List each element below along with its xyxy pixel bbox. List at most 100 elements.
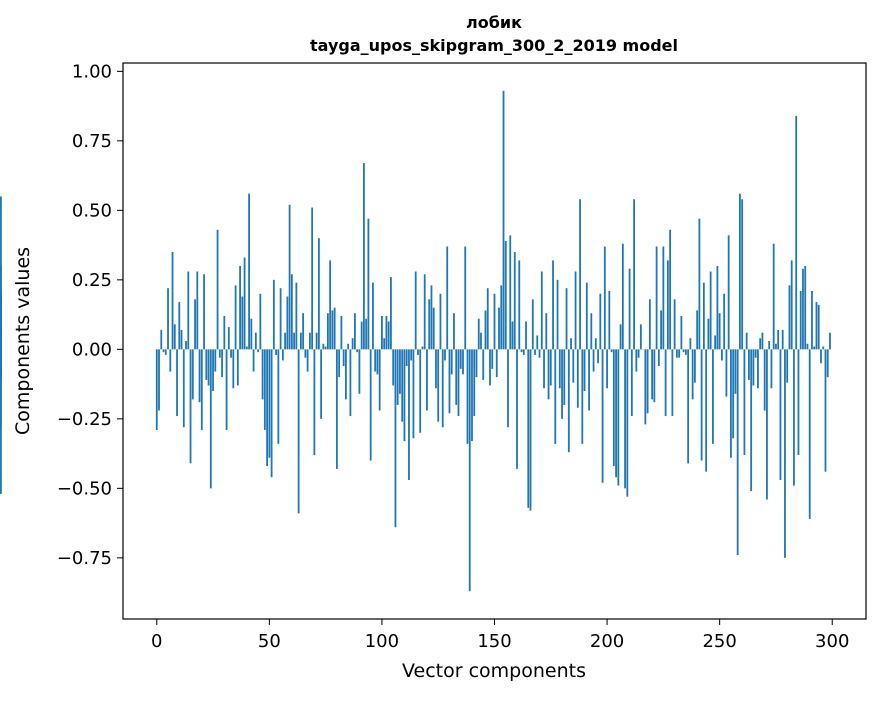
bar [744, 349, 746, 455]
bar [316, 333, 318, 350]
bar [579, 199, 581, 349]
bar [757, 349, 759, 388]
bar [361, 322, 363, 350]
bar [460, 349, 462, 368]
bar [647, 349, 649, 413]
bar [377, 349, 379, 374]
bar [0, 349, 2, 494]
bar [536, 335, 538, 349]
bar [293, 333, 295, 350]
bar [762, 333, 764, 350]
bar [338, 349, 340, 377]
bar [552, 260, 554, 349]
bar [575, 272, 577, 350]
bar [617, 349, 619, 485]
bar [368, 219, 370, 350]
bar [786, 349, 788, 382]
y-axis-label: Components values [12, 247, 34, 435]
bar [264, 349, 266, 430]
bar [449, 349, 451, 413]
bar [172, 252, 174, 349]
bar [818, 305, 820, 349]
bar [759, 338, 761, 349]
bar [167, 288, 169, 349]
bar [611, 349, 613, 352]
bar [509, 235, 511, 349]
bar [192, 349, 194, 399]
bar [223, 316, 225, 349]
bar [383, 338, 385, 349]
bar [721, 349, 723, 360]
bar [791, 260, 793, 349]
bar [458, 349, 460, 416]
bar [685, 349, 687, 355]
y-tick-label: −0.50 [57, 478, 112, 499]
bar [415, 272, 417, 350]
bar [307, 349, 309, 371]
bar [230, 349, 232, 357]
bar [707, 319, 709, 350]
bar [789, 285, 791, 349]
bar [590, 313, 592, 349]
bar [212, 349, 214, 391]
bar [244, 258, 246, 350]
x-tick-label: 100 [365, 631, 399, 652]
bar [386, 316, 388, 349]
bar [399, 349, 401, 393]
bar [563, 349, 565, 405]
bar [388, 322, 390, 350]
x-tick-label: 150 [477, 631, 511, 652]
bar [766, 349, 768, 499]
bar [424, 274, 426, 349]
bar [825, 349, 827, 471]
bar [683, 349, 685, 352]
bar [732, 349, 734, 438]
bar [568, 349, 570, 452]
bar [404, 349, 406, 441]
bar [782, 330, 784, 349]
bar [309, 333, 311, 350]
bar [671, 349, 673, 416]
bar [651, 349, 653, 399]
bar [336, 349, 338, 469]
bar [669, 230, 671, 350]
bar [406, 349, 408, 366]
bar [687, 349, 689, 463]
bar [545, 313, 547, 349]
bar [829, 333, 831, 350]
bar [622, 244, 624, 350]
bar [190, 349, 192, 463]
bar [543, 349, 545, 388]
bar [660, 310, 662, 349]
bar [437, 349, 439, 421]
bar [827, 349, 829, 377]
bar [746, 333, 748, 350]
bar [604, 246, 606, 349]
bar [478, 319, 480, 350]
bar [507, 349, 509, 427]
bar [613, 349, 615, 466]
bar [764, 349, 766, 410]
bar [480, 333, 482, 350]
bar [633, 199, 635, 349]
bar [750, 349, 752, 491]
bar [331, 310, 333, 349]
bar [176, 349, 178, 416]
bar [304, 349, 306, 357]
bar [608, 291, 610, 349]
bar [156, 349, 158, 430]
bar [737, 349, 739, 555]
bar [723, 294, 725, 350]
bar [271, 349, 273, 477]
bar [372, 283, 374, 350]
bar [428, 299, 430, 349]
bar [662, 246, 664, 349]
bar [793, 349, 795, 485]
bar [228, 327, 230, 349]
bar [464, 246, 466, 349]
bar [635, 349, 637, 371]
bar [273, 280, 275, 350]
bar [322, 344, 324, 350]
bar [631, 349, 633, 416]
